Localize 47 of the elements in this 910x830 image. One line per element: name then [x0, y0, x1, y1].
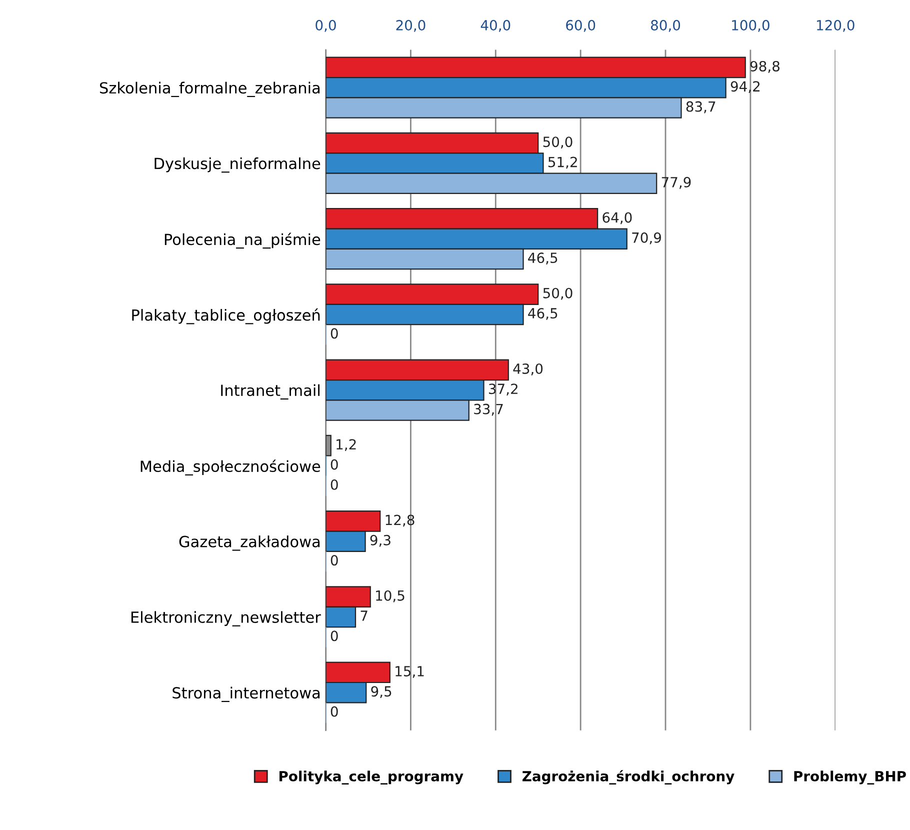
- data-label: 9,3: [370, 534, 390, 547]
- y-tick-label: Polecenia_na_piśmie: [164, 232, 320, 249]
- legend-label: Polityka_cele_programy: [280, 770, 464, 785]
- data-label: 7: [360, 610, 368, 621]
- y-tick-label: Intranet_mail: [221, 384, 320, 400]
- x-tick-label: 60,0: [566, 20, 596, 32]
- x-tick-label: 0,0: [316, 20, 336, 32]
- data-label: 0: [330, 328, 338, 339]
- data-label: 50,0: [543, 136, 572, 149]
- bar: [326, 434, 332, 456]
- data-label: 83,7: [686, 101, 716, 114]
- data-label: 70,9: [632, 232, 661, 244]
- data-label: 43,0: [513, 363, 543, 376]
- y-tick-label: Szkolenia_formalne_zebrania: [100, 82, 320, 98]
- y-tick-label: Gazeta_zakładowa: [179, 536, 320, 551]
- y-tick-label: Elektroniczny_newsletter: [131, 611, 321, 626]
- data-label: 0: [330, 630, 338, 642]
- data-label: 0: [330, 706, 338, 717]
- data-label: 0: [330, 479, 338, 490]
- data-label: 1,2: [336, 439, 356, 452]
- data-label: 98,8: [750, 60, 780, 73]
- legend-label: Zagrożenia_środki_ochrony: [522, 770, 734, 785]
- data-label: 33,7: [474, 404, 503, 416]
- y-tick-label: Dyskusje_nieformalne: [154, 157, 320, 173]
- data-label: 0: [330, 555, 338, 566]
- data-label: 50,0: [543, 288, 572, 300]
- y-tick-label: Media_społecznościowe: [140, 460, 320, 476]
- x-tick-label: 120,0: [817, 20, 854, 32]
- data-label: 15,1: [396, 666, 424, 678]
- data-label: 94,2: [730, 81, 760, 94]
- data-label: 12,8: [386, 514, 414, 527]
- data-label: 51,2: [548, 156, 577, 169]
- x-tick-label: 80,0: [650, 20, 680, 32]
- data-label: 9,5: [371, 686, 392, 698]
- data-label: 46,5: [528, 308, 558, 320]
- data-label: 77,9: [662, 176, 691, 189]
- x-tick-label: 40,0: [480, 20, 510, 32]
- y-tick-label: Strona_internetowa: [172, 686, 320, 702]
- y-tick-label: Plakaty_tablice_ogłoszeń: [132, 308, 320, 324]
- x-tick-label: 100,0: [732, 20, 770, 32]
- legend-label: Problemy_BHP: [794, 770, 906, 785]
- x-tick-label: 20,0: [396, 20, 426, 32]
- data-label: 46,5: [528, 252, 558, 264]
- data-label: 10,5: [376, 590, 404, 602]
- data-label: 0: [330, 459, 338, 470]
- data-label: 37,2: [488, 384, 518, 396]
- data-label: 64,0: [602, 212, 632, 224]
